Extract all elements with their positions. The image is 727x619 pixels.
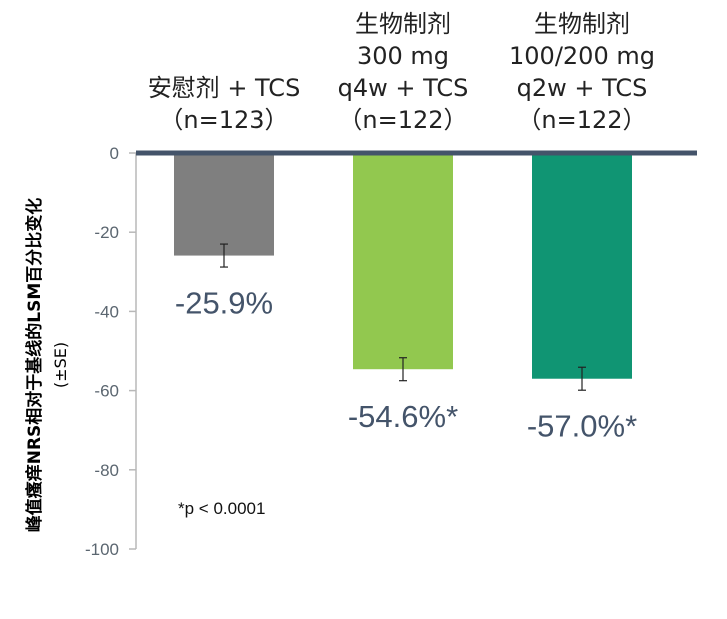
category-label-line: q4w + TCS [338, 74, 469, 102]
y-tick-label: -60 [94, 382, 119, 401]
category-label-line: 生物制剂 [534, 10, 630, 38]
y-tick-label: -20 [94, 223, 119, 242]
y-tick-label: -40 [94, 302, 119, 321]
bar [532, 153, 632, 379]
category-label-line: q2w + TCS [517, 74, 648, 102]
category-label-line: 100/200 mg [509, 42, 655, 70]
y-tick-label: -100 [85, 540, 119, 559]
category-labels-layer: 安慰剂 + TCS （n=123） 生物制剂 300 mg q4w + TCS （n=12… [148, 10, 655, 134]
data-label: -54.6%* [348, 399, 458, 434]
y-axis-title-group: 峰值瘙痒NRS相对于基线的LSM百分比变化 (±SE) [24, 198, 70, 533]
category-label: 安慰剂 + TCS （n=123） [148, 74, 301, 134]
y-axis-subtitle: (±SE) [51, 342, 70, 388]
category-label: 生物制剂 300 mg q4w + TCS （n=122） [338, 10, 469, 134]
error-bar [399, 357, 407, 382]
error-bar [220, 243, 228, 268]
y-axis-title: 峰值瘙痒NRS相对于基线的LSM百分比变化 [24, 198, 45, 533]
category-label-line: 300 mg [357, 42, 449, 70]
category-label-line: 安慰剂 + TCS [148, 74, 301, 102]
footnote: *p < 0.0001 [178, 499, 265, 518]
category-label-line: （n=122） [338, 106, 467, 134]
category-label: 生物制剂 100/200 mg q2w + TCS （n=122） [509, 10, 655, 134]
data-labels-layer: -25.9% -54.6%* -57.0%* [175, 286, 637, 444]
bars-layer [174, 153, 632, 379]
category-label-line: （n=122） [517, 106, 646, 134]
data-label: -57.0%* [527, 409, 637, 444]
category-label-line: （n=123） [159, 106, 288, 134]
category-label-line: 生物制剂 [355, 10, 451, 38]
error-bars-layer [220, 243, 586, 391]
bar [174, 153, 274, 256]
bar [353, 153, 453, 370]
data-label: -25.9% [175, 286, 273, 321]
error-bar [578, 366, 586, 391]
y-tick-label: -80 [94, 461, 119, 480]
y-axis: 0 -20 -40 -60 -80 -100 [85, 144, 137, 559]
y-tick-label: 0 [110, 144, 119, 163]
